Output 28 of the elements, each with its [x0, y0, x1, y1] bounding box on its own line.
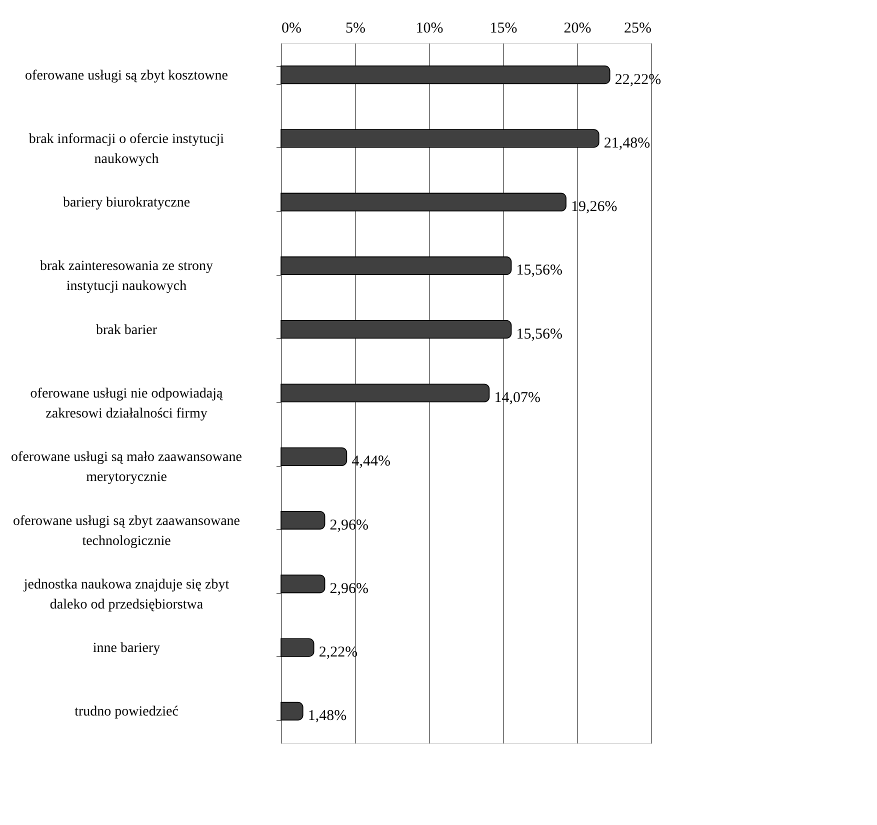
data-label: 21,48%: [604, 135, 650, 152]
data-label: 1,48%: [308, 708, 347, 724]
x-tick-label: 25%: [624, 20, 652, 36]
y-tick-label: inne bariery: [92, 641, 160, 656]
y-tick-label: oferowane usługi są zbyt zaawansowane technologicznie: [12, 514, 240, 549]
data-label: 2,22%: [318, 644, 358, 661]
y-tick-label: oferowane usługi są zbyt kosztowne: [25, 68, 228, 84]
x-tick-label: 5%: [346, 20, 366, 36]
y-tick-label: brak informacji o ofercie instytucji naukowych: [28, 132, 224, 167]
x-tick-label: 0%: [282, 20, 302, 36]
x-tick-label: 15%: [490, 20, 518, 36]
data-label: 2,96%: [330, 580, 369, 597]
data-label: 14,07%: [494, 390, 540, 406]
data-label: 4,44%: [352, 454, 390, 470]
y-tick-label: brak zainteresowania ze strony instytucji naukowych: [40, 259, 213, 294]
data-label: 15,56%: [516, 262, 563, 279]
x-tick-label: 10%: [416, 20, 444, 36]
y-tick-label: brak barier: [96, 322, 158, 338]
x-tick-label: 20%: [564, 20, 592, 36]
y-tick-label: bariery biurokratyczne: [62, 196, 190, 211]
y-tick-label: oferowane usługi nie odpowiadają zakresowi działalności firmy: [30, 386, 224, 422]
data-label: 22,22%: [614, 72, 662, 88]
y-tick-label: jednostka naukowa znajduje się zbyt daleko od przedsiębiorstwa: [22, 577, 230, 612]
data-label: 2,96%: [330, 517, 369, 534]
data-label: 15,56%: [516, 326, 563, 342]
y-tick-label: trudno powiedzieć: [74, 704, 178, 720]
data-label: 19,26%: [571, 199, 618, 216]
y-tick-label: oferowane usługi są mało zaawansowane merytorycznie: [11, 450, 242, 486]
